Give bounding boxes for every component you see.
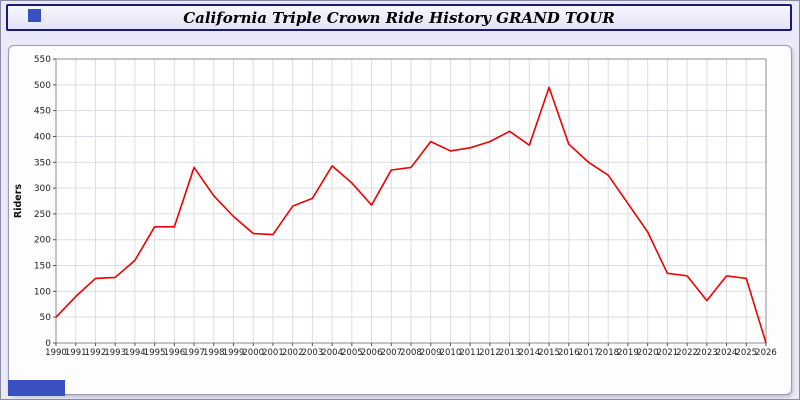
svg-text:Riders: Riders	[13, 184, 24, 219]
svg-text:0: 0	[45, 339, 51, 349]
ride-history-line-chart: 0501001502002503003504004505005501990199…	[13, 55, 777, 358]
svg-text:2019: 2019	[617, 348, 639, 358]
svg-text:2015: 2015	[538, 348, 560, 358]
svg-text:1999: 1999	[223, 348, 245, 358]
svg-text:1996: 1996	[164, 348, 186, 358]
svg-text:2012: 2012	[479, 348, 501, 358]
svg-text:2002: 2002	[282, 348, 304, 358]
bottom-left-marker	[8, 380, 65, 396]
svg-text:2008: 2008	[400, 348, 422, 358]
svg-text:2013: 2013	[499, 348, 521, 358]
svg-text:150: 150	[34, 262, 51, 272]
svg-text:2011: 2011	[459, 348, 481, 358]
svg-text:1992: 1992	[85, 348, 107, 358]
svg-text:2022: 2022	[676, 348, 698, 358]
svg-text:2014: 2014	[519, 348, 541, 358]
chart-panel: 0 50 100 150 200 250 300 350 400 450 500 550 1990 199…	[8, 45, 792, 395]
svg-text:400: 400	[34, 132, 51, 142]
svg-text:2003: 2003	[302, 348, 324, 358]
svg-text:2026: 2026	[755, 348, 777, 358]
svg-text:50: 50	[40, 313, 52, 323]
svg-text:2009: 2009	[420, 348, 442, 358]
svg-text:2000: 2000	[242, 348, 264, 358]
svg-text:1997: 1997	[183, 348, 205, 358]
svg-text:2001: 2001	[262, 348, 284, 358]
svg-text:350: 350	[34, 158, 51, 168]
svg-text:300: 300	[34, 184, 51, 194]
title-bar-corner-marker	[28, 9, 41, 22]
svg-text:2010: 2010	[440, 348, 462, 358]
svg-text:250: 250	[34, 210, 51, 220]
svg-text:1998: 1998	[203, 348, 225, 358]
svg-text:2020: 2020	[637, 348, 659, 358]
svg-text:2023: 2023	[696, 348, 718, 358]
svg-text:550: 550	[34, 55, 51, 65]
svg-text:1993: 1993	[104, 348, 126, 358]
svg-text:1990: 1990	[45, 348, 67, 358]
svg-text:450: 450	[34, 107, 51, 117]
svg-text:100: 100	[34, 287, 51, 297]
svg-text:2016: 2016	[558, 348, 580, 358]
svg-text:2004: 2004	[321, 348, 343, 358]
chart-title-bar: California Triple Crown Ride History GRA…	[6, 4, 792, 31]
svg-text:500: 500	[34, 81, 51, 91]
svg-text:2025: 2025	[735, 348, 757, 358]
svg-text:2017: 2017	[578, 348, 600, 358]
svg-text:2021: 2021	[657, 348, 679, 358]
svg-text:1995: 1995	[144, 348, 166, 358]
svg-text:2018: 2018	[597, 348, 619, 358]
page-title: California Triple Crown Ride History GRA…	[183, 8, 615, 27]
svg-text:1994: 1994	[124, 348, 146, 358]
svg-text:200: 200	[34, 236, 51, 246]
svg-text:1991: 1991	[65, 348, 87, 358]
svg-text:2005: 2005	[341, 348, 363, 358]
svg-text:2006: 2006	[361, 348, 383, 358]
svg-text:2024: 2024	[716, 348, 738, 358]
svg-text:2007: 2007	[380, 348, 402, 358]
